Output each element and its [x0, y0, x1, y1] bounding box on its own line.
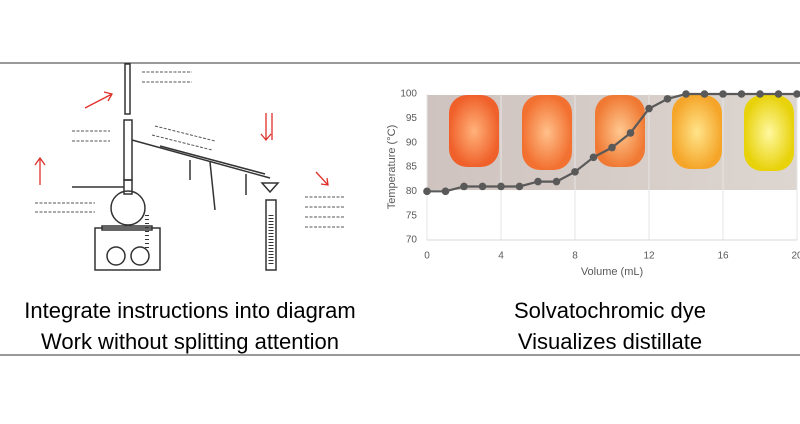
x-tick-label: 12: [643, 251, 655, 262]
x-axis-label: Volume (mL): [581, 266, 643, 278]
data-point: [571, 168, 579, 176]
x-tick-label: 0: [424, 251, 430, 262]
y-tick-label: 100: [400, 89, 417, 100]
data-point: [460, 182, 468, 191]
caption: Work without splitting attention: [41, 329, 339, 354]
data-point: [478, 182, 487, 191]
caption: Visualizes distillate: [518, 329, 702, 354]
y-tick-label: 85: [406, 162, 418, 173]
apparatus-diagram: [34, 63, 345, 271]
x-tick-label: 8: [572, 251, 578, 262]
x-tick-label: 16: [717, 251, 729, 262]
data-point: [700, 90, 709, 98]
data-point: [793, 90, 800, 98]
data-point: [774, 90, 783, 98]
y-tick-label: 90: [406, 137, 418, 148]
data-point: [756, 90, 764, 98]
data-point: [423, 187, 431, 196]
y-tick-label: 80: [406, 186, 418, 197]
data-point: [534, 177, 542, 186]
data-point: [663, 95, 672, 103]
y-tick-label: 70: [406, 235, 418, 246]
x-tick-label: 20: [791, 251, 800, 262]
y-tick-label: 75: [406, 210, 418, 221]
y-axis-label: Temperature (°C): [386, 125, 398, 209]
data-point: [441, 187, 450, 196]
data-point: [682, 90, 690, 98]
x-tick-label: 4: [498, 251, 504, 262]
data-point: [645, 104, 653, 113]
data-point: [626, 129, 635, 137]
vial-photo: [427, 95, 797, 190]
data-point: [608, 143, 616, 152]
caption: Solvatochromic dye: [514, 298, 706, 323]
data-point: [497, 182, 505, 191]
y-tick-label: 95: [406, 113, 418, 124]
data-point: [737, 90, 746, 98]
data-point: [719, 90, 727, 98]
data-point: [552, 177, 561, 186]
data-point: [589, 153, 598, 162]
data-point: [515, 182, 524, 191]
caption: Integrate instructions into diagram: [24, 298, 355, 323]
